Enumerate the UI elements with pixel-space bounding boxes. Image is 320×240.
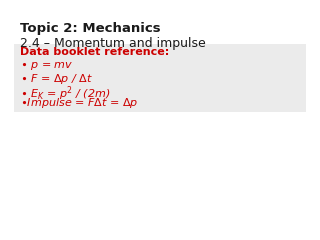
Text: $\bullet$ $F$ = $\Delta$$p$ / $\Delta$$t$: $\bullet$ $F$ = $\Delta$$p$ / $\Delta$$t… xyxy=(20,72,93,86)
Text: Data booklet reference:: Data booklet reference: xyxy=(20,47,169,57)
Text: $\bullet$ $p$ = $mv$: $\bullet$ $p$ = $mv$ xyxy=(20,60,74,72)
Text: Topic 2: Mechanics: Topic 2: Mechanics xyxy=(20,22,161,35)
Text: $\bullet$Impulse = $F\Delta$$t$ = $\Delta$$p$: $\bullet$Impulse = $F\Delta$$t$ = $\Delt… xyxy=(20,96,138,110)
Text: 2.4 – Momentum and impulse: 2.4 – Momentum and impulse xyxy=(20,37,206,50)
Text: $\bullet$ $E_K$ = $p^2$ / (2$m$): $\bullet$ $E_K$ = $p^2$ / (2$m$) xyxy=(20,84,110,103)
FancyBboxPatch shape xyxy=(14,44,306,112)
